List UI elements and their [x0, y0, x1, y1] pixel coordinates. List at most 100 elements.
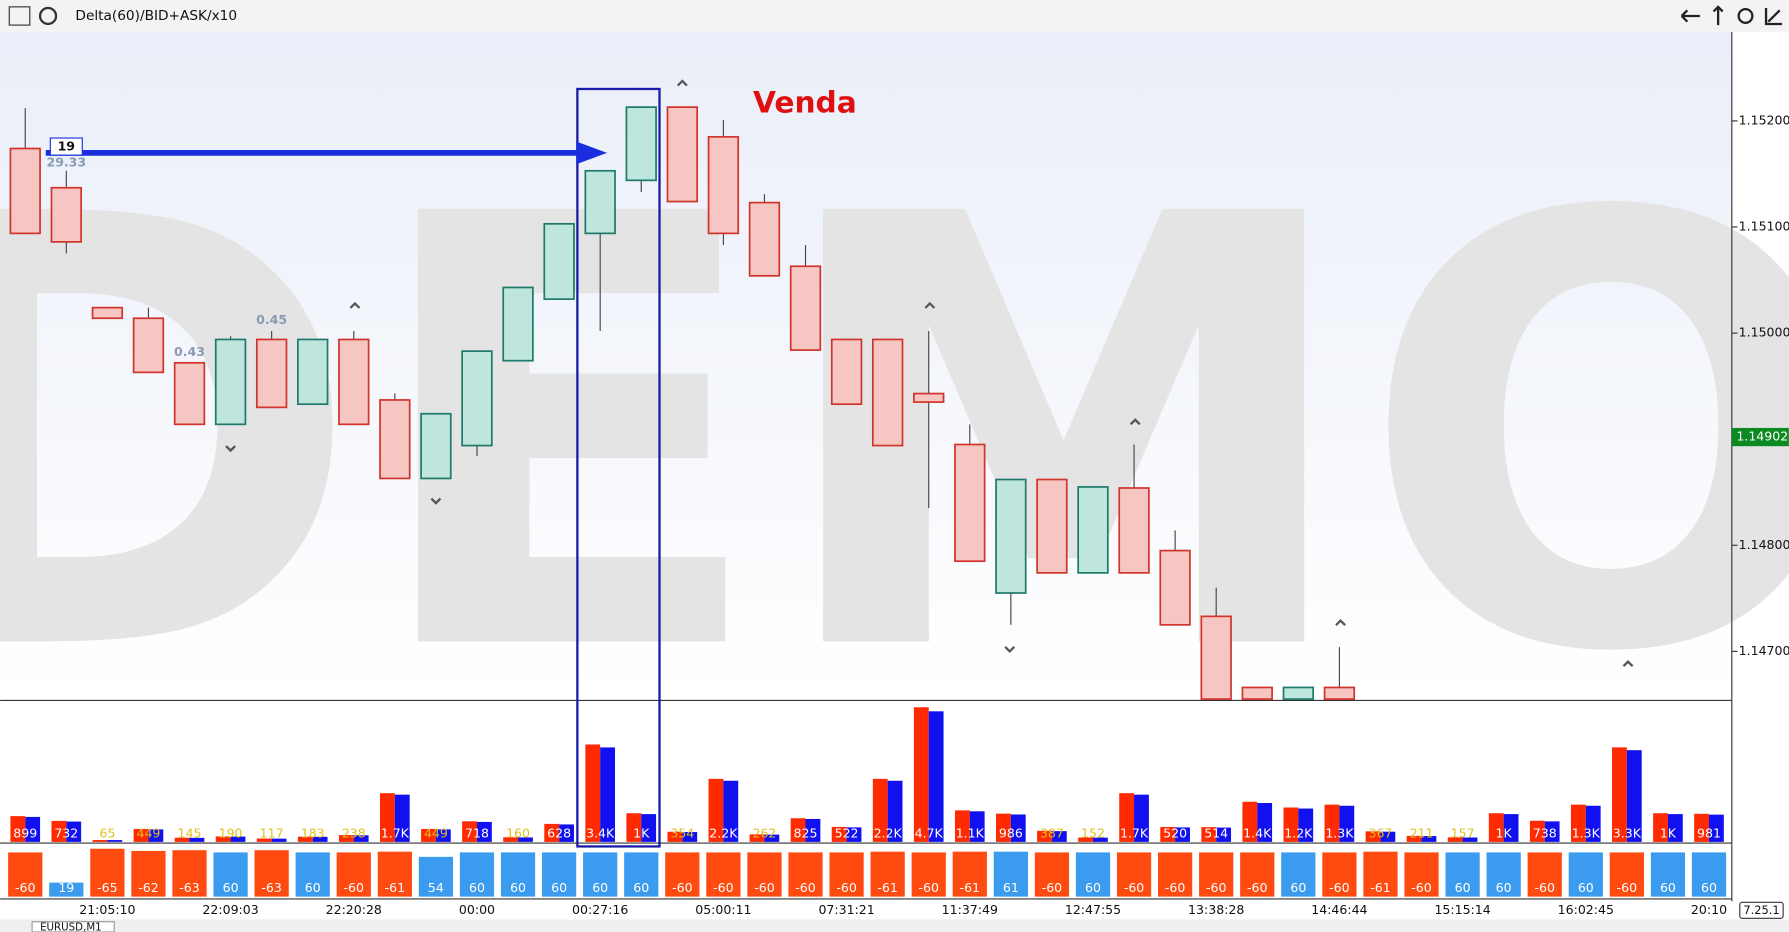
level-box-label: 19	[58, 139, 75, 154]
volume-pane: 899 732 65 449 145 190 117 183 238 1.7K 449 718 160 6…	[10, 707, 1724, 842]
chart-icon[interactable]	[8, 6, 31, 26]
volume-bar-buy	[1462, 837, 1478, 842]
volume-bar-buy	[230, 836, 246, 842]
delta-label: 54	[428, 880, 444, 895]
delta-label: -60	[1411, 880, 1431, 895]
candle-body	[1200, 615, 1232, 700]
volume-label: 367	[1369, 825, 1393, 840]
candle-body	[707, 135, 740, 235]
time-label: 22:09:03	[202, 902, 258, 917]
delta-bar	[1116, 852, 1152, 897]
candle-body	[461, 350, 493, 447]
settings-icon[interactable]	[38, 6, 58, 26]
volume-bar-sell	[462, 821, 477, 842]
delta-bar	[1650, 852, 1686, 897]
delta-label: 60	[633, 880, 649, 895]
volume-bar-sell	[790, 818, 806, 842]
volume-bar-sell	[133, 829, 149, 842]
delta-bar	[49, 882, 84, 897]
time-label: 20:10	[1691, 902, 1727, 917]
volume-bar-buy	[1709, 814, 1724, 842]
candles	[9, 106, 1356, 700]
candle-body	[173, 361, 206, 426]
volume-bar-sell	[667, 831, 683, 842]
candle-body	[1077, 486, 1109, 574]
delta-label: 60	[1085, 880, 1101, 895]
time-label: 00:00	[459, 902, 495, 917]
delta-bar	[336, 852, 371, 897]
candle-body	[297, 338, 329, 406]
volume-label: 1.2K	[1284, 825, 1313, 840]
level-value: 29.33	[46, 155, 86, 170]
volume-bar-sell	[174, 837, 190, 842]
delta-bar	[829, 852, 864, 897]
volume-label: 732	[54, 825, 78, 840]
volume-label: 1K	[1496, 825, 1513, 840]
candle-body	[1323, 686, 1356, 700]
delta-bar	[8, 852, 43, 897]
volume-bar-buy	[1339, 805, 1355, 842]
volume-bar-buy	[1585, 805, 1601, 842]
volume-label: 1.7K	[1120, 825, 1149, 840]
tab-label[interactable]: EURUSD,M1	[40, 921, 102, 932]
expand-icon[interactable]	[1764, 7, 1783, 26]
volume-bar-buy	[1175, 827, 1190, 842]
delta-label: 60	[305, 880, 321, 895]
volume-bar-sell	[872, 778, 888, 842]
volume-bar-buy	[928, 711, 944, 842]
delta-bar	[542, 852, 577, 897]
volume-label: 262	[752, 825, 776, 840]
volume-bar-buy	[559, 824, 574, 842]
volume-bar-sell	[1160, 826, 1176, 842]
swap-icon[interactable]	[1680, 9, 1700, 23]
delta-label: -61	[385, 880, 405, 895]
delta-label: 60	[1496, 880, 1512, 895]
delta-label: 60	[592, 880, 608, 895]
delta-label: 60	[223, 880, 239, 895]
volume-bar-buy	[1421, 836, 1437, 842]
delta-label: -61	[877, 880, 897, 895]
delta-bar	[993, 851, 1028, 897]
candle-body	[1241, 686, 1273, 700]
delta-label: 60	[1455, 880, 1471, 895]
delta-label: 60	[1660, 880, 1676, 895]
volume-label: 152	[1081, 825, 1105, 840]
delta-bar	[665, 852, 700, 897]
volume-label: 145	[178, 825, 202, 840]
tab[interactable]	[31, 921, 115, 932]
volume-bar-sell	[1037, 830, 1052, 842]
delta-bar	[747, 852, 782, 897]
time-axis: 21:05:10 22:09:03 22:20:28 00:00 00:27:16 05:…	[79, 902, 1727, 917]
time-label: 15:15:14	[1434, 902, 1490, 917]
candle-body	[995, 478, 1027, 594]
delta-bar	[1034, 852, 1070, 897]
volume-bar-buy	[805, 818, 821, 842]
delta-bar	[624, 852, 659, 897]
volume-bar-buy	[969, 811, 985, 842]
volume-bar-sell	[297, 836, 313, 842]
candle-body	[666, 106, 699, 203]
delta-label: -62	[138, 880, 158, 895]
delta-label: 60	[1578, 880, 1594, 895]
time-label: 13:38:28	[1188, 902, 1244, 917]
volume-label: 160	[506, 825, 530, 840]
current-price-box	[1731, 427, 1789, 447]
volume-bar-buy	[723, 780, 739, 842]
volume-bar-sell	[1119, 793, 1135, 842]
volume-bar-buy	[1626, 750, 1642, 842]
delta-label: -61	[960, 880, 980, 895]
tab-bar	[0, 919, 1789, 932]
volume-bar-buy	[476, 821, 492, 842]
delta-pane: -60 19 -65 -62 -63 60 -63 60 -60 -61 54 60 60 60 60 60 -…	[8, 848, 1727, 897]
toolbar	[0, 0, 1789, 32]
volume-label: 190	[219, 825, 243, 840]
level-box	[49, 137, 83, 156]
scale-icon[interactable]	[1712, 5, 1724, 26]
reset-icon[interactable]	[1737, 7, 1754, 24]
delta-label: -60	[1247, 880, 1267, 895]
volume-bar-buy	[107, 840, 123, 842]
delta-bar	[1609, 852, 1644, 897]
volume-bar-buy	[353, 835, 369, 842]
volume-label: 899	[13, 825, 37, 840]
candle-body	[91, 306, 124, 320]
